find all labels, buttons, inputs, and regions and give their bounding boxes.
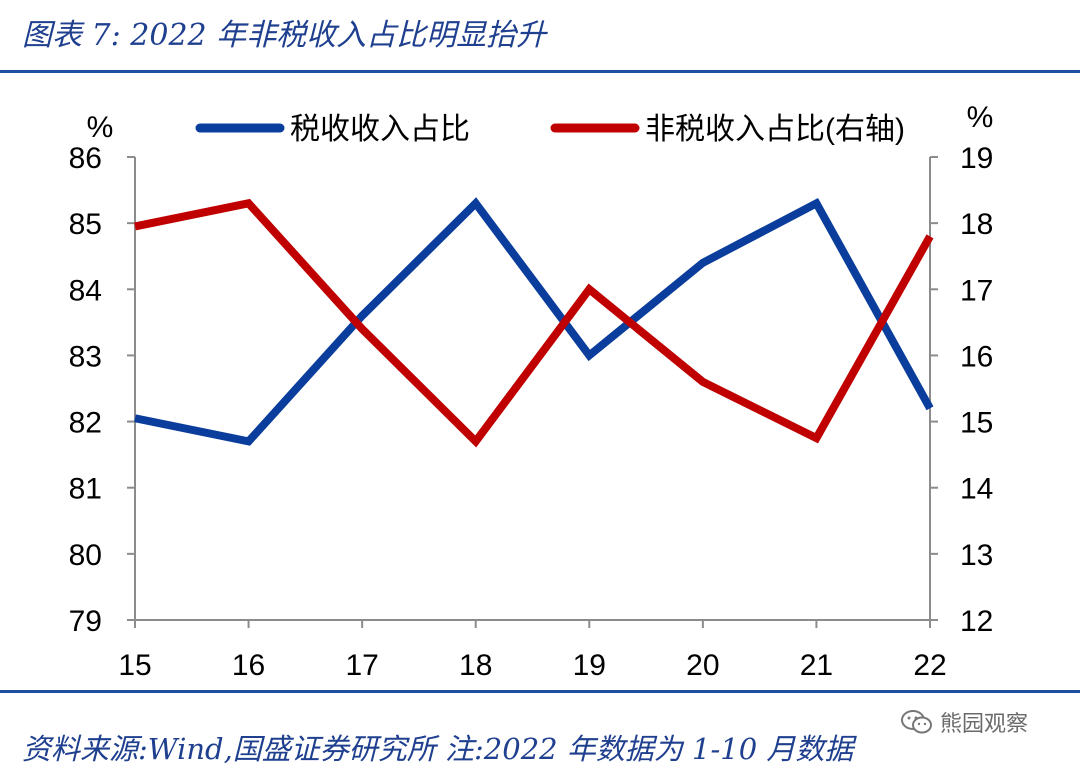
x-tick-label: 15: [118, 649, 151, 682]
left-axis-unit: %: [87, 111, 114, 144]
line-chart: 79 80 81 82 83 84 85 86 12 13 14 15 16 17 18 19 15 16 17 18…: [69, 101, 994, 682]
footer-rule: [0, 690, 1080, 693]
legend-label-2: 非税收入占比(右轴): [645, 113, 905, 146]
legend-label-1: 税收收入占比: [290, 113, 470, 146]
right-tick-label: 18: [960, 208, 993, 241]
right-axis-unit: %: [967, 101, 994, 134]
left-tick-label: 81: [69, 473, 102, 506]
right-tick-label: 14: [960, 473, 993, 506]
wechat-icon: [901, 710, 932, 734]
left-tick-label: 84: [69, 274, 102, 307]
header-rule: [0, 70, 1080, 73]
x-tick-label: 20: [686, 649, 719, 682]
right-tick-label: 19: [960, 142, 993, 175]
right-tick-label: 13: [960, 539, 993, 572]
left-tick-label: 85: [69, 208, 102, 241]
watermark: 熊园观察: [900, 706, 1028, 738]
series-lines: [134, 197, 934, 448]
series-line-1: [134, 197, 934, 446]
series-line-2: [134, 198, 934, 448]
right-tick-label: 15: [960, 407, 993, 440]
watermark-text: 熊园观察: [940, 712, 1029, 737]
x-tick-label: 18: [459, 649, 492, 682]
left-tick-label: 82: [69, 407, 102, 440]
axes: 79 80 81 82 83 84 85 86 12 13 14 15 16 17 18 19 15 16 17 18…: [69, 101, 994, 682]
x-tick-label: 19: [573, 649, 606, 682]
left-tick-label: 86: [69, 142, 102, 175]
x-tick-label: 21: [800, 649, 833, 682]
chart-title: 图表 7: 2022 年非税收入占比明显抬升: [22, 18, 547, 53]
source-note: 资料来源:Wind,国盛证券研究所 注:2022 年数据为 1-10 月数据: [22, 732, 854, 766]
x-tick-label: 22: [913, 649, 946, 682]
right-tick-label: 17: [960, 274, 993, 307]
x-tick-label: 17: [345, 649, 378, 682]
x-tick-label: 16: [232, 649, 265, 682]
left-tick-label: 79: [69, 605, 102, 638]
legend: 税收收入占比 非税收入占比(右轴): [195, 113, 905, 146]
right-tick-label: 12: [960, 605, 993, 638]
left-tick-label: 80: [69, 539, 102, 572]
left-tick-label: 83: [69, 340, 102, 373]
right-tick-label: 16: [960, 340, 993, 373]
